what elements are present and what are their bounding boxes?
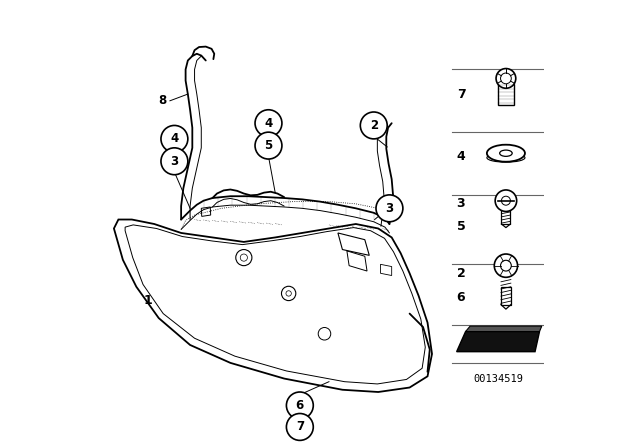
Circle shape	[287, 414, 314, 440]
Ellipse shape	[487, 145, 525, 162]
Text: 3: 3	[170, 155, 179, 168]
FancyBboxPatch shape	[502, 207, 511, 224]
Polygon shape	[466, 326, 541, 332]
Text: 4: 4	[457, 150, 465, 164]
Circle shape	[287, 392, 314, 419]
Text: 8: 8	[158, 94, 166, 108]
Ellipse shape	[500, 150, 512, 156]
Text: 3: 3	[457, 197, 465, 211]
FancyBboxPatch shape	[498, 84, 514, 105]
Circle shape	[161, 125, 188, 152]
Text: 1: 1	[143, 293, 152, 307]
Text: 3: 3	[385, 202, 394, 215]
Polygon shape	[457, 332, 540, 352]
Circle shape	[360, 112, 387, 139]
Circle shape	[495, 190, 516, 211]
Polygon shape	[114, 220, 432, 392]
Circle shape	[161, 148, 188, 175]
Text: 00134519: 00134519	[473, 374, 523, 383]
Circle shape	[255, 110, 282, 137]
Circle shape	[496, 69, 516, 88]
Text: 4: 4	[170, 132, 179, 146]
Circle shape	[494, 254, 518, 277]
Text: 6: 6	[296, 399, 304, 412]
Text: 5: 5	[457, 220, 465, 233]
FancyBboxPatch shape	[501, 287, 511, 305]
Text: 2: 2	[457, 267, 465, 280]
Circle shape	[376, 195, 403, 222]
Text: 6: 6	[457, 291, 465, 305]
Text: 7: 7	[296, 420, 304, 434]
Text: 2: 2	[370, 119, 378, 132]
Circle shape	[255, 132, 282, 159]
Text: 4: 4	[264, 116, 273, 130]
Text: 7: 7	[457, 87, 465, 101]
Text: 5: 5	[264, 139, 273, 152]
